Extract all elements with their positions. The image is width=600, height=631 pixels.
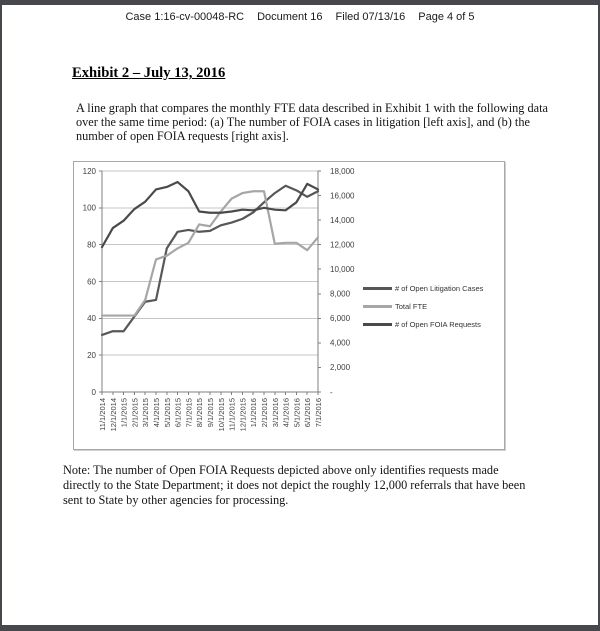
axis-tick-label: 12/1/2015 [238,398,247,431]
axis-tick-label: 20 [87,351,96,360]
description-line: number of open FOIA requests [right axis… [76,128,289,143]
axis-tick-label: 2,000 [330,363,351,372]
axis-tick-label: 14,000 [330,216,355,225]
legend-item-total-fte: Total FTE [363,297,483,315]
axis-tick-label: 3/1/2016 [271,398,280,427]
legend-item-open-litigation-cases: # of Open Litigation Cases [363,279,483,297]
footnote-line: Note: The number of Open FOIA Requests d… [63,463,499,477]
axis-tick-label: 12,000 [330,240,355,249]
legend-line-swatch [363,286,392,290]
axis-tick-label: 7/1/2015 [184,398,193,427]
axis-tick-label: 6/1/2016 [303,398,312,427]
axes [99,170,321,395]
axis-tick-label: 16,000 [330,191,355,200]
axis-tick-label: 100 [83,204,97,213]
page-border-top [0,0,600,5]
axis-tick-label: 2/1/2015 [130,398,139,427]
axis-tick-label: 11/1/2015 [228,398,237,431]
document-number: Document 16 [257,11,323,23]
axis-tick-label: 8,000 [330,290,351,299]
court-stamp-header: Case 1:16-cv-00048-RC Document 16 Filed … [0,11,600,23]
axis-tick-label: 5/1/2015 [163,398,172,427]
page-border-bottom [0,625,600,631]
axis-tick-label: 1/1/2015 [120,398,129,427]
gridlines [102,170,318,356]
axis-tick-label: 6/1/2015 [174,398,183,427]
series-line-2 [100,180,320,249]
legend-item-open-foia-requests: # of Open FOIA Requests [363,315,483,333]
axis-tick-label: - [330,388,333,397]
exhibit-title: Exhibit 2 – July 13, 2016 [72,65,226,81]
axis-tick-label: 40 [87,314,96,323]
axis-tick-label: 11/1/2014 [98,398,107,431]
axis-tick-label: 4/1/2016 [282,398,291,427]
axis-tick-label: 18,000 [330,167,355,176]
page-border-right [598,0,600,631]
line-chart-figure: 120 100 80 60 40 20 0 18,000 16,000 14,000 12,000 1… [73,161,505,450]
footnote: Note: The number of Open FOIA Requests d… [63,463,525,507]
description-line: A line graph that compares the monthly F… [76,101,548,115]
axis-tick-label: 2/1/2016 [260,398,269,427]
filed-date: Filed 07/13/16 [335,11,406,23]
footnote-line: sent to State by other agencies for proc… [63,492,289,507]
legend-line-swatch [363,322,392,326]
axis-tick-label: 10/1/2015 [217,398,226,431]
axis-tick-label: 80 [87,240,96,249]
axis-tick-label: 0 [92,388,97,397]
axis-tick-label: 3/1/2015 [141,398,150,427]
axis-tick-label: 120 [83,167,97,176]
page-border-left [0,0,2,631]
case-number: Case 1:16-cv-00048-RC [125,11,245,23]
axis-tick-label: 10,000 [330,265,355,274]
series-line-1 [100,190,320,317]
page-number: Page 4 of 5 [418,11,475,23]
axis-tick-label: 6,000 [330,314,351,323]
line-chart-canvas: 120 100 80 60 40 20 0 18,000 16,000 14,000 12,000 1… [83,167,355,432]
axis-tick-label: 4,000 [330,339,351,348]
axis-tick-label: 12/1/2014 [109,398,118,431]
footnote-line: directly to the State Department; it doe… [63,477,526,492]
axis-tick-label: 4/1/2015 [152,398,161,427]
axis-tick-label: 9/1/2015 [206,398,215,427]
legend-line-swatch [363,304,392,308]
legend-label: # of Open Litigation Cases [395,283,484,293]
legend-label: Total FTE [395,301,428,311]
axis-tick-label: 1/1/2016 [249,398,258,427]
axis-tick-label: 60 [87,277,96,286]
axis-tick-label: 7/1/2016 [314,398,323,427]
chart-description: A line graph that compares the monthly F… [76,101,548,143]
description-line: over the same time period: (a) The numbe… [76,114,530,129]
axis-tick-label: 5/1/2016 [292,398,301,427]
chart-legend: # of Open Litigation Cases Total FTE # o… [363,279,483,333]
legend-label: # of Open FOIA Requests [395,319,481,329]
axis-tick-label: 8/1/2015 [195,398,204,427]
